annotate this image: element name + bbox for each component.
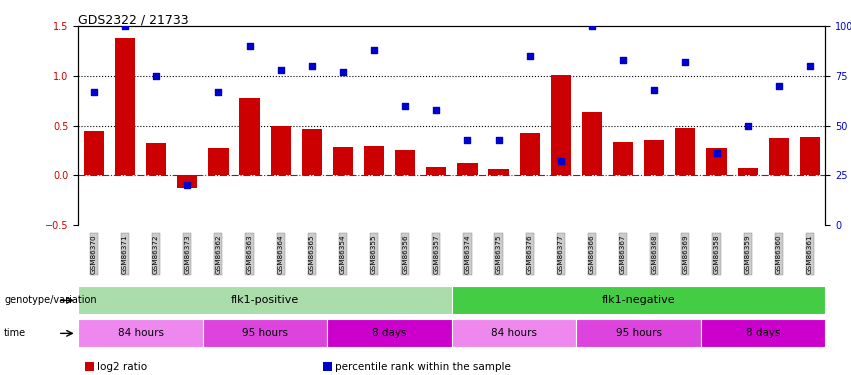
Text: GSM86365: GSM86365 bbox=[309, 234, 315, 274]
Point bbox=[87, 89, 100, 95]
Text: 95 hours: 95 hours bbox=[615, 328, 662, 338]
Point bbox=[741, 123, 755, 129]
Bar bbox=[301, 129, 322, 176]
Text: GSM86364: GSM86364 bbox=[277, 234, 283, 274]
Bar bbox=[452, 320, 576, 347]
Text: GSM86354: GSM86354 bbox=[340, 234, 346, 274]
Bar bbox=[364, 146, 384, 176]
Bar bbox=[146, 142, 166, 176]
Point bbox=[398, 103, 412, 109]
Bar bbox=[675, 128, 695, 176]
Point bbox=[336, 69, 350, 75]
Point bbox=[710, 150, 723, 156]
Bar bbox=[644, 140, 665, 176]
Point bbox=[616, 57, 630, 63]
Point bbox=[803, 63, 817, 69]
Point bbox=[305, 63, 318, 69]
Text: percentile rank within the sample: percentile rank within the sample bbox=[335, 362, 511, 372]
Point bbox=[648, 87, 661, 93]
Text: GSM86377: GSM86377 bbox=[558, 234, 564, 274]
Bar bbox=[452, 286, 825, 314]
Text: time: time bbox=[4, 328, 26, 338]
Text: GSM86356: GSM86356 bbox=[403, 234, 408, 274]
Point bbox=[149, 73, 163, 79]
Bar bbox=[706, 148, 727, 176]
Text: flk1-positive: flk1-positive bbox=[231, 296, 300, 305]
Point bbox=[772, 83, 785, 89]
Bar bbox=[78, 286, 452, 314]
Bar bbox=[613, 141, 633, 176]
Text: 8 days: 8 days bbox=[373, 328, 407, 338]
Text: GSM86359: GSM86359 bbox=[745, 234, 751, 274]
Point bbox=[118, 23, 132, 29]
Text: 8 days: 8 days bbox=[746, 328, 780, 338]
Bar bbox=[203, 320, 328, 347]
Bar bbox=[701, 320, 825, 347]
Point bbox=[430, 107, 443, 113]
Bar bbox=[582, 112, 603, 176]
Text: GSM86369: GSM86369 bbox=[683, 234, 688, 274]
Text: GSM86370: GSM86370 bbox=[91, 234, 97, 274]
Bar bbox=[239, 98, 260, 176]
Text: GSM86363: GSM86363 bbox=[247, 234, 253, 274]
Text: GSM86374: GSM86374 bbox=[465, 234, 471, 274]
Bar bbox=[576, 320, 701, 347]
Bar bbox=[520, 133, 540, 176]
Point bbox=[460, 136, 474, 142]
Text: GSM86366: GSM86366 bbox=[589, 234, 595, 274]
Text: GSM86360: GSM86360 bbox=[776, 234, 782, 274]
Point bbox=[368, 47, 381, 53]
Text: GSM86358: GSM86358 bbox=[713, 234, 719, 274]
Point bbox=[678, 59, 692, 65]
Bar bbox=[271, 126, 291, 176]
Point bbox=[180, 182, 194, 188]
Bar bbox=[333, 147, 353, 176]
Point bbox=[212, 89, 226, 95]
Text: GSM86367: GSM86367 bbox=[620, 234, 626, 274]
Bar bbox=[426, 167, 447, 176]
Bar bbox=[800, 136, 820, 176]
Bar bbox=[328, 320, 452, 347]
Text: GSM86372: GSM86372 bbox=[153, 234, 159, 274]
Text: GSM86355: GSM86355 bbox=[371, 234, 377, 274]
Text: GSM86357: GSM86357 bbox=[433, 234, 439, 274]
Text: log2 ratio: log2 ratio bbox=[97, 362, 147, 372]
Bar bbox=[457, 164, 477, 176]
Bar bbox=[177, 176, 197, 188]
Bar bbox=[488, 170, 509, 176]
Bar bbox=[551, 75, 571, 176]
Text: genotype/variation: genotype/variation bbox=[4, 296, 97, 305]
Bar bbox=[208, 148, 229, 176]
Bar bbox=[78, 320, 203, 347]
Text: GSM86371: GSM86371 bbox=[122, 234, 128, 274]
Point bbox=[274, 67, 288, 73]
Point bbox=[492, 136, 505, 142]
Bar bbox=[83, 130, 104, 176]
Point bbox=[523, 53, 536, 59]
Text: 84 hours: 84 hours bbox=[491, 328, 537, 338]
Point bbox=[585, 23, 599, 29]
Point bbox=[554, 158, 568, 164]
Text: GSM86362: GSM86362 bbox=[215, 234, 221, 274]
Bar bbox=[115, 38, 135, 176]
Text: 84 hours: 84 hours bbox=[117, 328, 163, 338]
Text: GSM86375: GSM86375 bbox=[495, 234, 501, 274]
Text: GSM86373: GSM86373 bbox=[185, 234, 191, 274]
Text: GSM86368: GSM86368 bbox=[651, 234, 657, 274]
Bar bbox=[738, 168, 757, 176]
Text: 95 hours: 95 hours bbox=[242, 328, 288, 338]
Point bbox=[243, 43, 256, 49]
Text: GSM86361: GSM86361 bbox=[807, 234, 813, 274]
Bar bbox=[768, 138, 789, 176]
Text: flk1-negative: flk1-negative bbox=[602, 296, 676, 305]
Text: GDS2322 / 21733: GDS2322 / 21733 bbox=[78, 13, 189, 26]
Bar bbox=[395, 150, 415, 176]
Text: GSM86376: GSM86376 bbox=[527, 234, 533, 274]
